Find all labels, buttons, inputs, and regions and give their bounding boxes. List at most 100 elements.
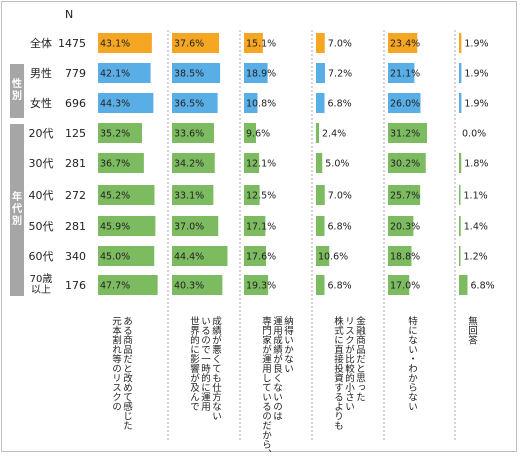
bar xyxy=(172,93,218,113)
bar xyxy=(98,123,142,143)
data-label: 30.2% xyxy=(390,159,420,170)
category-label: ある商品だと改めて感じた 元本割れ等のリスクの xyxy=(110,316,132,430)
data-label: 6.8% xyxy=(471,281,495,292)
data-label: 47.7% xyxy=(100,281,130,292)
bar xyxy=(98,216,156,236)
data-label: 7.0% xyxy=(328,191,352,202)
category-label: 納得いかない 運用成績が良くないのは 専門家が運用しているのだから、 xyxy=(260,316,293,459)
bar xyxy=(172,246,228,266)
row-n: 125 xyxy=(65,126,86,140)
row-name: 男性 xyxy=(30,66,52,80)
row-name: 40代 xyxy=(28,188,54,202)
data-label: 1.4% xyxy=(464,222,488,233)
group-label-age: 年代別 xyxy=(10,124,24,296)
data-label: 18.8% xyxy=(390,252,420,263)
data-label: 37.6% xyxy=(174,39,204,50)
data-label: 10.6% xyxy=(318,252,348,263)
bar xyxy=(98,246,155,266)
data-label: 45.9% xyxy=(100,222,130,233)
bar xyxy=(98,33,152,53)
row-label: 40代 272 xyxy=(24,183,87,207)
data-label: 7.2% xyxy=(328,69,352,80)
data-label: 43.1% xyxy=(100,39,130,50)
bar xyxy=(172,275,223,295)
chart-frame xyxy=(1,1,517,452)
data-label: 2.4% xyxy=(322,129,346,140)
data-label: 33.6% xyxy=(174,129,204,140)
bar xyxy=(98,63,151,83)
data-label: 40.3% xyxy=(174,281,204,292)
bar xyxy=(244,246,266,266)
row-label: 30代 281 xyxy=(24,151,87,175)
row-n: 176 xyxy=(65,278,86,292)
data-label: 12.1% xyxy=(246,159,276,170)
data-label: 37.0% xyxy=(174,222,204,233)
bar xyxy=(459,93,462,113)
data-label: 5.0% xyxy=(325,159,349,170)
data-label: 26.0% xyxy=(390,99,420,110)
bar xyxy=(244,153,260,173)
data-label: 6.8% xyxy=(328,281,352,292)
bar xyxy=(244,123,256,143)
bar xyxy=(172,123,214,143)
category-label: 特にない・わからない xyxy=(406,316,417,411)
data-label: 1.9% xyxy=(464,99,488,110)
row-name: 全体 xyxy=(30,36,52,50)
bar xyxy=(388,216,414,236)
row-n: 281 xyxy=(65,219,86,233)
data-label: 45.0% xyxy=(100,252,130,263)
data-label: 45.2% xyxy=(100,191,130,202)
bar xyxy=(388,63,415,83)
bar xyxy=(459,63,462,83)
bar xyxy=(244,275,269,295)
row-name: 30代 xyxy=(28,156,54,170)
row-n: 779 xyxy=(65,66,86,80)
category-label: 無回答 xyxy=(466,316,477,345)
row-name: 60代 xyxy=(28,249,54,263)
bar xyxy=(388,153,426,173)
data-label: 17.0% xyxy=(390,281,420,292)
data-label: 15.1% xyxy=(246,39,276,50)
row-label: 60代 340 xyxy=(24,244,87,268)
row-n: 272 xyxy=(65,188,86,202)
data-label: 34.2% xyxy=(174,159,204,170)
bar xyxy=(316,275,325,295)
bar xyxy=(98,275,158,295)
data-label: 25.7% xyxy=(390,191,420,202)
data-label: 36.7% xyxy=(100,159,130,170)
data-label: 17.6% xyxy=(246,252,276,263)
bar xyxy=(244,93,258,113)
bar xyxy=(459,246,461,266)
data-label: 1.1% xyxy=(464,191,488,202)
bar xyxy=(98,153,144,173)
row-name: 70歳 以上 xyxy=(29,274,53,296)
data-label: 31.2% xyxy=(390,129,420,140)
bar xyxy=(172,63,221,83)
row-n: 1475 xyxy=(58,36,86,50)
data-label: 38.5% xyxy=(174,69,204,80)
bar xyxy=(316,216,325,236)
row-label: 50代 281 xyxy=(24,214,87,238)
data-label: 12.5% xyxy=(246,191,276,202)
bar xyxy=(244,33,263,53)
bar xyxy=(459,33,462,53)
bar xyxy=(316,93,325,113)
row-n: 340 xyxy=(65,249,86,263)
row-label: 男性 779 xyxy=(24,61,86,85)
bar xyxy=(316,33,325,53)
bar xyxy=(244,185,260,205)
bar xyxy=(172,216,219,236)
bar xyxy=(244,63,268,83)
row-label: 女性 696 xyxy=(24,91,86,115)
bar xyxy=(98,93,154,113)
data-label: 6.8% xyxy=(328,99,352,110)
data-label: 20.3% xyxy=(390,222,420,233)
group-label-gender-text: 性別 xyxy=(12,79,22,102)
bar xyxy=(98,185,155,205)
data-label: 0.0% xyxy=(462,129,486,140)
bar xyxy=(459,185,461,205)
row-name: 50代 xyxy=(28,219,54,233)
data-label: 18.9% xyxy=(246,69,276,80)
bar xyxy=(388,123,427,143)
bar xyxy=(316,123,319,143)
